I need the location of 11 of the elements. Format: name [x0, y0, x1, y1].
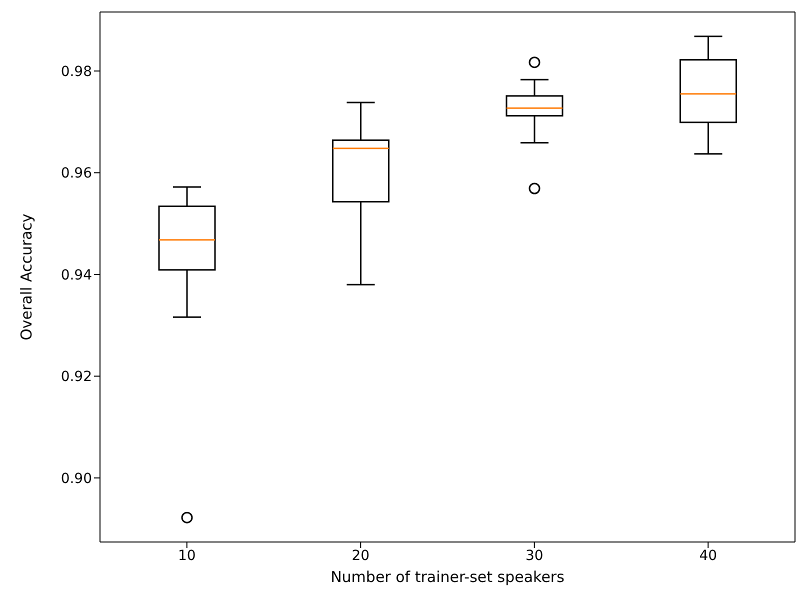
y-tick-label: 0.98: [60, 64, 92, 80]
y-tick-label: 0.92: [60, 369, 92, 386]
y-tick-label: 0.94: [60, 267, 92, 284]
x-tick-label: 30: [525, 548, 544, 564]
x-tick-label: 20: [352, 548, 370, 564]
y-tick-label: 0.90: [60, 470, 92, 487]
y-axis-title: Overall Accuracy: [17, 213, 36, 340]
x-axis-title: Number of trainer-set speakers: [330, 568, 565, 586]
x-tick-label: 10: [178, 548, 196, 564]
x-tick-label: 40: [699, 548, 718, 564]
y-tick-label: 0.96: [60, 166, 92, 182]
